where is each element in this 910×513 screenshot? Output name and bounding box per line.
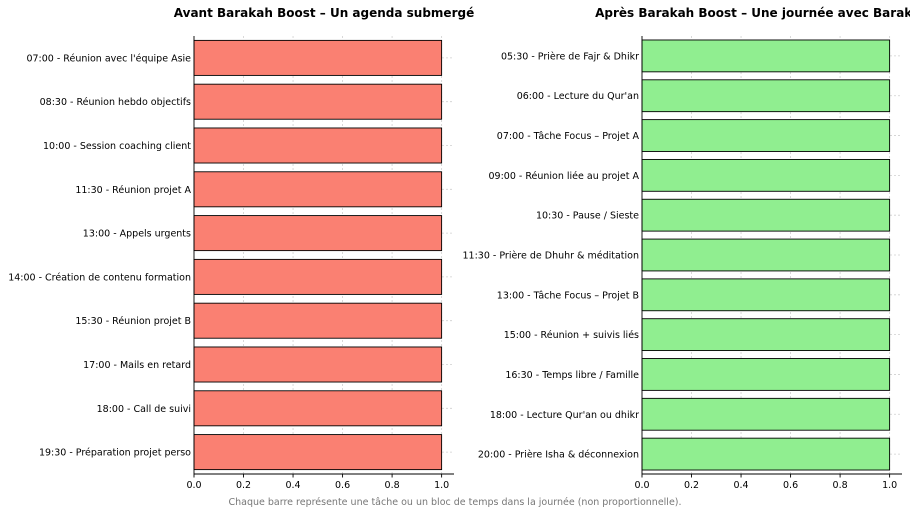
left-category-label: 17:00 - Mails en retard — [83, 360, 191, 371]
right-bar — [641, 238, 891, 272]
left-category-label: 13:00 - Appels urgents — [83, 229, 191, 240]
right-category-label: 06:00 - Lecture du Qur'an — [517, 91, 639, 102]
left-category-label: 07:00 - Réunion avec l'équipe Asie — [26, 53, 191, 64]
right-category-label: 09:00 - Réunion liée au projet A — [488, 171, 639, 182]
right-x-tick-label: 0.4 — [733, 480, 748, 491]
right-category-label: 05:30 - Prière de Fajr & Dhikr — [501, 51, 639, 62]
left-bar — [193, 39, 443, 76]
right-bar — [641, 278, 891, 312]
left-bar — [193, 127, 443, 164]
left-bar — [193, 258, 443, 295]
left-x-tick-label: 1.0 — [434, 480, 449, 491]
right-bar — [641, 198, 891, 232]
left-category-label: 10:00 - Session coaching client — [43, 141, 191, 152]
left-bar — [193, 434, 443, 471]
left-category-label: 08:30 - Réunion hebdo objectifs — [40, 97, 191, 108]
right-bar — [641, 397, 891, 431]
left-bar — [193, 302, 443, 339]
right-x-tick-label: 0.8 — [833, 480, 848, 491]
left-x-tick-label: 0.8 — [385, 480, 400, 491]
right-bar — [641, 437, 891, 471]
right-bar — [641, 79, 891, 113]
right-category-label: 07:00 - Tâche Focus – Projet A — [497, 131, 640, 142]
right-category-label: 18:00 - Lecture Qur'an ou dhikr — [490, 410, 639, 421]
left-category-label: 15:30 - Réunion projet B — [75, 316, 191, 327]
right-bar — [641, 318, 891, 352]
right-category-label: 16:30 - Temps libre / Famille — [505, 370, 639, 381]
right-x-tick-label: 0.0 — [634, 480, 649, 491]
left-chart-title: Avant Barakah Boost – Un agenda submergé — [174, 6, 474, 20]
left-bar — [193, 215, 443, 252]
left-bar — [193, 346, 443, 383]
right-bar — [641, 158, 891, 192]
right-category-label: 11:30 - Prière de Dhuhr & méditation — [463, 251, 640, 262]
left-category-label: 11:30 - Réunion projet A — [75, 185, 191, 196]
left-bar — [193, 390, 443, 427]
right-bar — [641, 119, 891, 152]
right-bar — [641, 358, 891, 391]
left-x-tick-label: 0.6 — [335, 480, 350, 491]
left-bar — [193, 171, 443, 208]
right-bar — [641, 39, 891, 73]
left-x-tick-label: 0.2 — [236, 480, 251, 491]
left-x-tick-label: 0.0 — [186, 480, 201, 491]
left-category-label: 14:00 - Création de contenu formation — [8, 272, 191, 283]
right-category-label: 13:00 - Tâche Focus – Projet B — [497, 290, 639, 301]
left-category-label: 19:30 - Préparation projet perso — [39, 448, 191, 459]
right-category-label: 10:30 - Pause / Sieste — [536, 211, 639, 222]
right-x-tick-label: 0.2 — [684, 480, 699, 491]
right-chart-title: Après Barakah Boost – Une journée avec B… — [595, 6, 910, 20]
right-category-label: 20:00 - Prière Isha & déconnexion — [478, 450, 639, 461]
left-category-label: 18:00 - Call de suivi — [97, 404, 191, 415]
footnote: Chaque barre représente une tâche ou un … — [228, 497, 682, 508]
left-bar — [193, 83, 443, 120]
right-x-tick-label: 1.0 — [882, 480, 897, 491]
left-x-tick-label: 0.4 — [285, 480, 300, 491]
right-x-tick-label: 0.6 — [783, 480, 798, 491]
right-category-label: 15:00 - Réunion + suivis liés — [504, 330, 639, 341]
